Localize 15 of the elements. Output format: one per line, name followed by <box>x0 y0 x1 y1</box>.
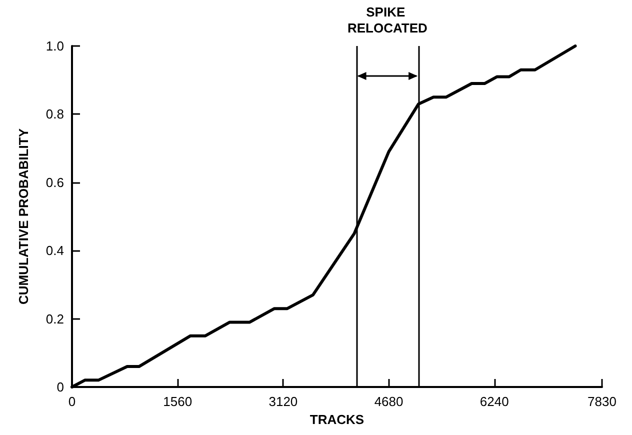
y-tick-label: 0.2 <box>46 311 64 326</box>
y-tick-label: 0.4 <box>46 243 64 258</box>
y-tick-label: 0.6 <box>46 174 64 190</box>
y-tick-label: 0.8 <box>46 106 64 122</box>
text: SPIKE RELOCATED <box>347 4 428 36</box>
x-tick-label: 4680 <box>374 394 404 409</box>
y-tick-label: 0 <box>56 380 64 394</box>
x-tick-label: 0 <box>68 394 76 409</box>
y-axis-title: CUMULATIVE PROBABILITY <box>16 128 31 304</box>
x-tick-label: 3120 <box>268 394 298 409</box>
y-tick-label: 1.0 <box>46 38 64 54</box>
x-tick-label: 1560 <box>163 394 192 409</box>
x-tick-label: 6240 <box>480 394 509 409</box>
x-axis-title: TRACKS <box>310 412 364 427</box>
x-tick-label: 7830 <box>588 394 616 409</box>
